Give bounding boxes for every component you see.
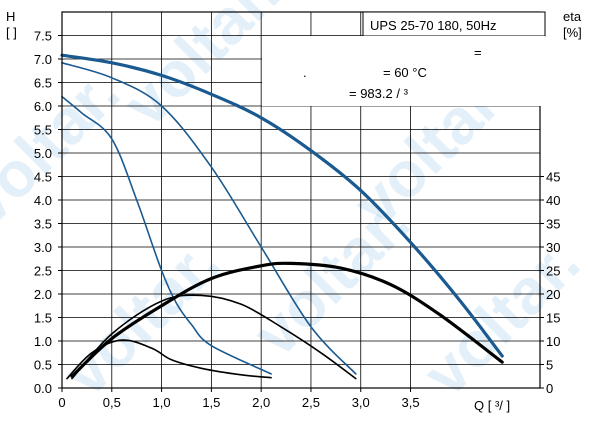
x-tick-label: 3,0 — [352, 395, 370, 410]
y-left-tick-label: 5.5 — [34, 123, 52, 138]
series-line-1 — [60, 53, 504, 358]
x-ticks: 0 0,5 1,0 1,5 2,0 2,5 3,0 3,5 — [58, 388, 420, 410]
y-left-ticks: 0.0 0.5 1.0 1.5 2.0 2.5 3.0 3.5 4.0 4.5 5.0 5.5 6.0 6… — [34, 29, 62, 396]
chart-title: UPS 25-70 180, 50Hz — [370, 18, 496, 33]
y-left-tick-label: 4.5 — [34, 170, 52, 185]
y-right-tick-label: 25 — [546, 264, 560, 279]
y-left-tick-label: 7.5 — [34, 29, 52, 44]
legend-box: UPS 25-70 180, 50Hz = . = 60 °C = 983.2 … — [262, 11, 546, 106]
series-line-5 — [71, 294, 357, 380]
y-left-tick-label: 2.5 — [34, 264, 52, 279]
x-tick-label: 0,5 — [103, 395, 121, 410]
y-right-tick-label: 45 — [546, 170, 560, 185]
y-left-tick-label: 0.5 — [34, 358, 52, 373]
watermark-text: voltar. — [0, 56, 133, 240]
y-left-tick-label: 3.0 — [34, 240, 52, 255]
y-right-unit: [%] — [563, 25, 582, 40]
y-left-tick-label: 2.0 — [34, 287, 52, 302]
y-right-tick-label: 15 — [546, 311, 560, 326]
y-right-tick-label: 40 — [546, 193, 560, 208]
y-left-tick-label: 1.5 — [34, 311, 52, 326]
y-right-ticks: 0 5 10 15 20 25 30 35 40 45 — [540, 170, 560, 396]
y-left-unit: [ ] — [6, 25, 17, 40]
y-left-tick-label: 6.0 — [34, 99, 52, 114]
x-tick-label: 3,5 — [402, 395, 420, 410]
y-left-tick-label: 3.5 — [34, 217, 52, 232]
y-left-tick-label: 4.0 — [34, 193, 52, 208]
y-right-tick-label: 5 — [546, 358, 553, 373]
x-tick-label: 1,0 — [153, 395, 171, 410]
annotation-dot: . — [303, 65, 307, 80]
annotation-temp: = 60 °C — [383, 65, 427, 80]
watermark-text: voltar. — [239, 186, 423, 370]
y-right-tick-label: 20 — [546, 287, 560, 302]
series-line-4 — [70, 261, 504, 378]
y-right-tick-label: 35 — [546, 217, 560, 232]
series-line-2 — [61, 62, 357, 375]
x-tick-label: 2,5 — [302, 395, 320, 410]
y-left-tick-label: 0.0 — [34, 381, 52, 396]
y-right-label: eta — [563, 9, 582, 24]
y-right-tick-label: 0 — [546, 381, 553, 396]
x-axis-label: Q [ ³/ ] — [474, 398, 510, 413]
y-left-tick-label: 7.0 — [34, 52, 52, 67]
annotation-equals: = — [474, 45, 482, 60]
series-group — [60, 53, 504, 380]
series-line-6 — [66, 339, 272, 380]
annotation-density: = 983.2 / ³ — [349, 86, 409, 101]
y-left-tick-label: 5.0 — [34, 146, 52, 161]
x-tick-label: 2,0 — [252, 395, 270, 410]
series-line-3 — [61, 95, 272, 375]
y-left-tick-label: 1.0 — [34, 334, 52, 349]
y-left-label: H — [6, 9, 15, 24]
y-right-tick-label: 10 — [546, 334, 560, 349]
y-right-tick-label: 30 — [546, 240, 560, 255]
x-tick-label: 1,5 — [202, 395, 220, 410]
y-left-tick-label: 6.5 — [34, 76, 52, 91]
x-tick-label: 0 — [58, 395, 65, 410]
